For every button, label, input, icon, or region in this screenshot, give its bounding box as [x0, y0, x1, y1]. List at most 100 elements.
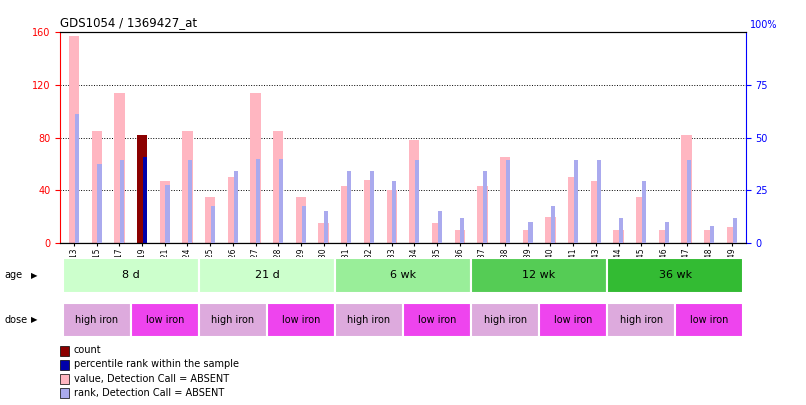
Bar — [393, 181, 397, 243]
Bar — [455, 230, 465, 243]
Bar — [347, 171, 351, 243]
Text: ▶: ▶ — [31, 271, 37, 280]
Bar — [75, 114, 79, 243]
Bar — [607, 303, 675, 337]
Bar — [251, 93, 260, 243]
Bar — [688, 160, 692, 243]
Bar — [234, 171, 238, 243]
Text: high iron: high iron — [211, 315, 255, 325]
Bar — [256, 159, 260, 243]
Text: count: count — [73, 345, 102, 355]
Bar — [591, 181, 601, 243]
Bar — [92, 131, 102, 243]
Text: 100%: 100% — [750, 19, 777, 30]
Bar — [182, 131, 193, 243]
Bar — [500, 158, 510, 243]
Bar — [675, 303, 743, 337]
Bar — [522, 230, 533, 243]
Text: high iron: high iron — [347, 315, 391, 325]
Bar — [387, 190, 397, 243]
Bar — [364, 180, 374, 243]
Text: 6 wk: 6 wk — [390, 271, 416, 280]
Bar — [296, 197, 306, 243]
Text: dose: dose — [4, 315, 27, 325]
Bar — [642, 181, 646, 243]
Bar — [551, 206, 555, 243]
Text: low iron: low iron — [418, 315, 456, 325]
Bar — [681, 135, 692, 243]
Bar — [460, 218, 464, 243]
Bar — [165, 185, 169, 243]
Bar — [60, 374, 69, 384]
Bar — [143, 158, 147, 243]
Text: 8 d: 8 d — [122, 271, 139, 280]
Text: age: age — [4, 271, 22, 280]
Text: 21 d: 21 d — [255, 271, 279, 280]
Bar — [63, 303, 131, 337]
Text: low iron: low iron — [554, 315, 592, 325]
Bar — [228, 177, 238, 243]
Bar — [665, 222, 669, 243]
Text: low iron: low iron — [282, 315, 320, 325]
Bar — [539, 303, 607, 337]
Text: value, Detection Call = ABSENT: value, Detection Call = ABSENT — [73, 373, 229, 384]
Bar — [596, 160, 600, 243]
Bar — [273, 131, 284, 243]
Bar — [63, 258, 199, 292]
Bar — [636, 197, 646, 243]
Bar — [301, 206, 305, 243]
Bar — [267, 303, 335, 337]
Text: low iron: low iron — [690, 315, 729, 325]
Text: low iron: low iron — [146, 315, 184, 325]
Bar — [619, 218, 623, 243]
Text: high iron: high iron — [484, 315, 526, 325]
Bar — [60, 345, 69, 356]
Bar — [409, 140, 419, 243]
Bar — [483, 171, 487, 243]
Text: ▶: ▶ — [31, 315, 37, 324]
Bar — [341, 186, 351, 243]
Bar — [60, 388, 69, 399]
Bar — [114, 93, 125, 243]
Bar — [160, 181, 170, 243]
Bar — [324, 211, 328, 243]
Bar — [188, 160, 193, 243]
Bar — [415, 160, 419, 243]
Bar — [403, 303, 471, 337]
Bar — [279, 159, 283, 243]
Bar — [318, 223, 329, 243]
Bar — [98, 164, 102, 243]
Bar — [205, 197, 215, 243]
Bar — [199, 303, 267, 337]
Bar — [432, 223, 442, 243]
Bar — [704, 230, 714, 243]
Bar — [199, 258, 335, 292]
Bar — [568, 177, 578, 243]
Bar — [335, 303, 403, 337]
Bar — [727, 227, 737, 243]
Bar — [659, 230, 669, 243]
Bar — [477, 186, 488, 243]
Bar — [137, 135, 147, 243]
Bar — [69, 36, 79, 243]
Text: rank, Detection Call = ABSENT: rank, Detection Call = ABSENT — [73, 388, 224, 398]
Bar — [60, 360, 69, 370]
Bar — [613, 230, 624, 243]
Bar — [335, 258, 471, 292]
Bar — [120, 160, 124, 243]
Bar — [471, 258, 607, 292]
Bar — [733, 218, 737, 243]
Text: high iron: high iron — [75, 315, 118, 325]
Text: 36 wk: 36 wk — [659, 271, 692, 280]
Bar — [574, 160, 578, 243]
Text: percentile rank within the sample: percentile rank within the sample — [73, 359, 239, 369]
Bar — [529, 222, 533, 243]
Text: 12 wk: 12 wk — [522, 271, 556, 280]
Bar — [131, 303, 199, 337]
Bar — [438, 211, 442, 243]
Bar — [546, 217, 555, 243]
Bar — [370, 171, 374, 243]
Bar — [211, 206, 215, 243]
Bar — [607, 258, 743, 292]
Text: high iron: high iron — [620, 315, 663, 325]
